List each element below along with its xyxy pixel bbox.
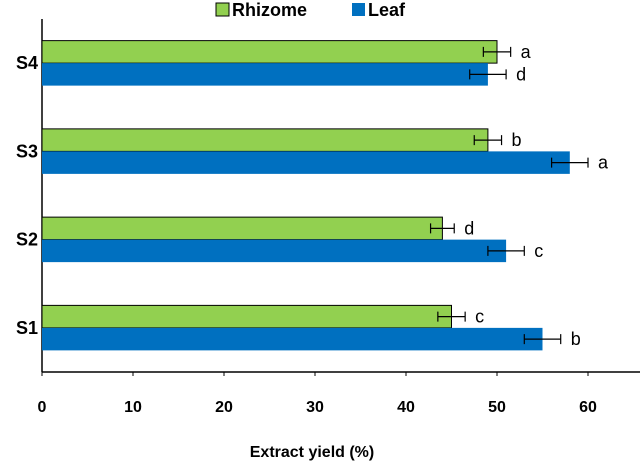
x-axis-title: Extract yield (%) [250,444,374,461]
x-tick-label-60: 60 [579,399,597,416]
legend-label-leaf: Leaf [368,0,406,20]
bar-rhizome-s2 [41,216,443,241]
legend: Rhizome Leaf [215,0,406,20]
legend-swatch-leaf [352,3,365,16]
category-label-s3: S3 [16,141,38,161]
bar-rhizome-s4 [41,40,498,64]
sig-label-rhizome-s2: d [464,218,474,238]
bar-leaf-s2 [42,239,507,263]
x-tick-label-30: 30 [306,399,324,416]
x-tick-label-0: 0 [38,399,47,416]
sig-label-rhizome-s3: b [512,130,522,150]
x-tick-label-10: 10 [124,399,142,416]
category-label-s1: S1 [16,318,38,338]
legend-label-rhizome: Rhizome [232,0,307,20]
sig-label-leaf-s3: a [598,153,609,173]
x-tick-label-40: 40 [397,399,415,416]
bar-leaf-s3 [42,151,570,174]
bar-rhizome-s1 [41,304,452,329]
x-tick-label-20: 20 [215,399,233,416]
category-label-s4: S4 [16,53,38,73]
legend-swatch-rhizome [215,2,230,17]
sig-label-rhizome-s4: a [521,42,532,62]
bar-leaf-s4 [42,63,488,86]
sig-label-leaf-s4: d [516,64,526,84]
sig-label-rhizome-s1: c [475,307,484,327]
sig-label-leaf-s2: c [534,241,543,261]
sig-label-leaf-s1: b [571,329,581,349]
bar-leaf-s1 [42,327,543,351]
bar-rhizome-s3 [41,128,489,152]
category-label-s2: S2 [16,230,38,250]
x-tick-label-50: 50 [488,399,506,416]
